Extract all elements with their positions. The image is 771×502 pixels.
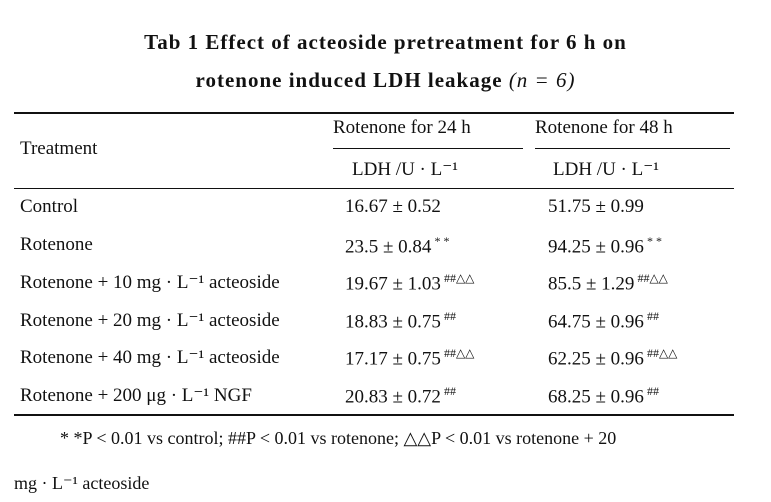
cell: 16.67 ± 0.52 [345,196,441,218]
cell-value: 85.5 ± 1.29 [548,273,635,295]
cell: 62.25 ± 0.96 ##△△ [548,346,677,370]
row-label: Rotenone + 200 μg · L⁻¹ NGF [20,384,252,406]
cell-value: 17.17 ± 0.75 [345,348,441,370]
header-treatment: Treatment [20,138,98,159]
cell: 85.5 ± 1.29 ##△△ [548,271,668,295]
row-label: Rotenone + 20 mg · L⁻¹ acteoside [20,309,280,331]
row-label: Rotenone + 40 mg · L⁻¹ acteoside [20,347,280,368]
cell-value: 23.5 ± 0.84 [345,235,432,257]
cell-mark: * * [646,233,662,248]
cell-mark: ## [646,308,659,323]
mid-rule [14,188,734,189]
header-col: Rotenone for 48 h [535,117,673,138]
title-line: Tab 1 Effect of acteoside pretreatment f… [144,30,627,54]
sub-rule [333,148,523,149]
cell-value: 20.83 ± 0.72 [345,385,441,407]
cell-mark: ## [646,383,659,398]
bottom-rule [14,414,734,416]
header-col: Rotenone for 24 h [333,117,471,138]
footnote: * *P < 0.01 vs control; ##P < 0.01 vs ro… [60,428,617,448]
cell-mark: ##△△ [443,271,475,285]
cell: 18.83 ± 0.75 ## [345,309,456,333]
cell-value: 51.75 ± 0.99 [548,196,644,217]
row-label: Control [20,196,79,217]
cell-value: 94.25 ± 0.96 [548,235,644,257]
cell: 51.75 ± 0.99 [548,196,644,218]
cell: 94.25 ± 0.96 * * [548,234,662,258]
row-label: Rotenone + 10 mg · L⁻¹ acteoside [20,272,280,293]
cell-mark: ## [443,383,456,398]
cell-value: 68.25 ± 0.96 [548,385,644,407]
cell-value: 18.83 ± 0.75 [345,310,441,332]
footnote: mg · L⁻¹ acteoside [14,473,150,493]
cell: 20.83 ± 0.72 ## [345,384,456,408]
title-n: (n = 6) [508,68,576,92]
cell: 64.75 ± 0.96 ## [548,309,659,333]
cell: 19.67 ± 1.03 ##△△ [345,271,474,295]
top-rule [14,112,734,114]
cell-mark: * * [434,233,450,248]
cell-value: 16.67 ± 0.52 [345,196,441,217]
header-unit: LDH /U · L⁻¹ [352,159,458,180]
title-line: rotenone induced LDH leakage (n = 6) [0,68,771,93]
cell-mark: ##△△ [646,346,678,360]
cell: 17.17 ± 0.75 ##△△ [345,346,474,370]
cell-mark: ## [443,308,456,323]
sub-rule [535,148,730,149]
cell-mark: ##△△ [443,346,475,360]
cell-value: 64.75 ± 0.96 [548,310,644,332]
cell: 23.5 ± 0.84 * * [345,234,449,258]
title-text: rotenone induced LDH leakage [195,68,503,92]
row-label: Rotenone [20,233,93,255]
cell-value: 62.25 ± 0.96 [548,348,644,370]
cell-value: 19.67 ± 1.03 [345,273,441,295]
cell: 68.25 ± 0.96 ## [548,384,659,408]
cell-mark: ##△△ [637,271,668,285]
header-unit: LDH /U · L⁻¹ [553,159,659,180]
